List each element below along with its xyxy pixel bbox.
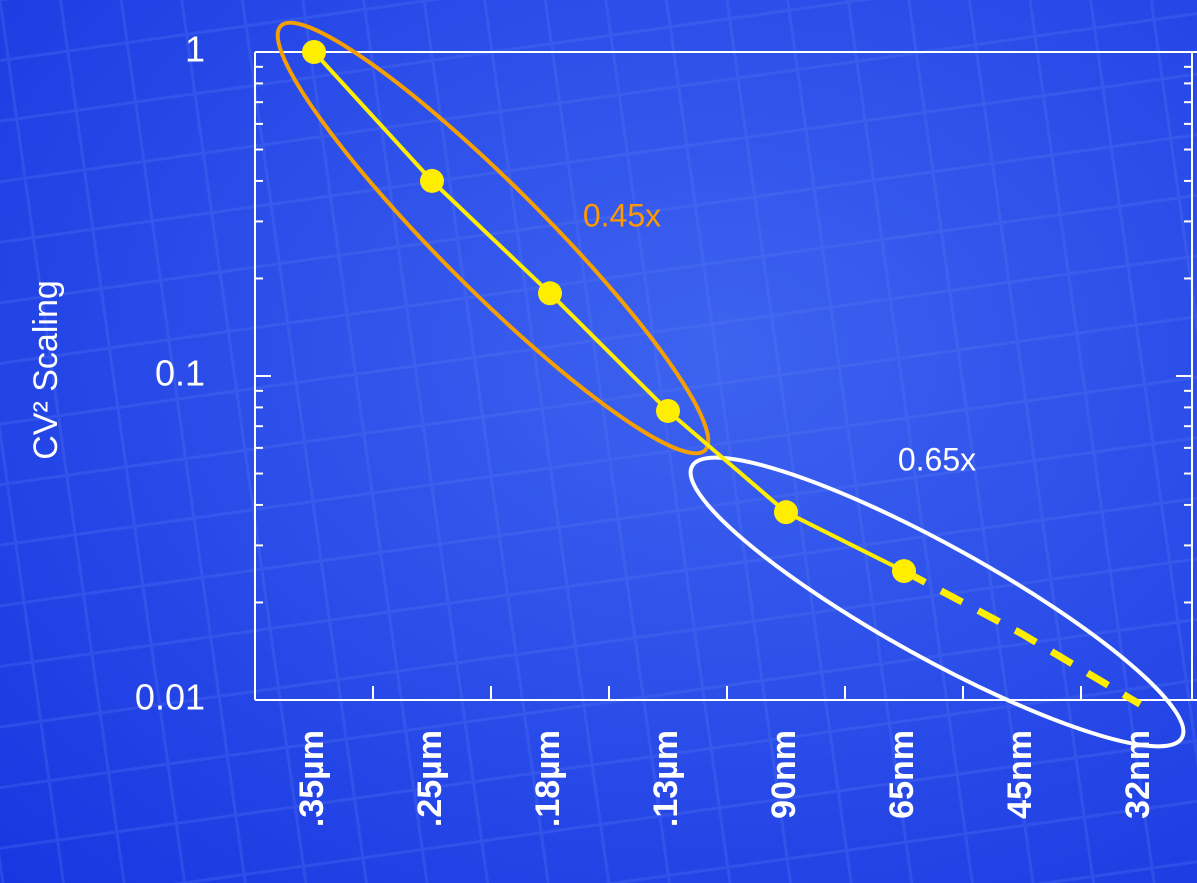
x-tick-label: 90nm — [765, 730, 803, 819]
x-tick-label: .35µm — [293, 730, 331, 827]
x-tick-label: .25µm — [411, 730, 449, 827]
x-tick-label: 65nm — [883, 730, 921, 819]
y-axis-label: CV² Scaling — [27, 280, 65, 460]
annotation: 0.65x — [898, 441, 976, 477]
x-tick-label: 32nm — [1119, 730, 1157, 819]
data-point — [656, 399, 680, 423]
data-point — [420, 169, 444, 193]
x-tick-label: .18µm — [529, 730, 567, 827]
annotation: 0.45x — [583, 197, 661, 233]
y-tick-label: 0.1 — [155, 353, 205, 394]
x-tick-label: .13µm — [647, 730, 685, 827]
x-tick-label: 45nm — [1001, 730, 1039, 819]
y-tick-label: 1 — [185, 29, 205, 70]
y-tick-label: 0.01 — [135, 677, 205, 718]
data-point — [302, 40, 326, 64]
chart: CV² Scaling 0.45x 0.65x 0.01 0.1 1 .35µm .25… — [0, 0, 1197, 883]
data-point — [774, 500, 798, 524]
data-point — [538, 281, 562, 305]
